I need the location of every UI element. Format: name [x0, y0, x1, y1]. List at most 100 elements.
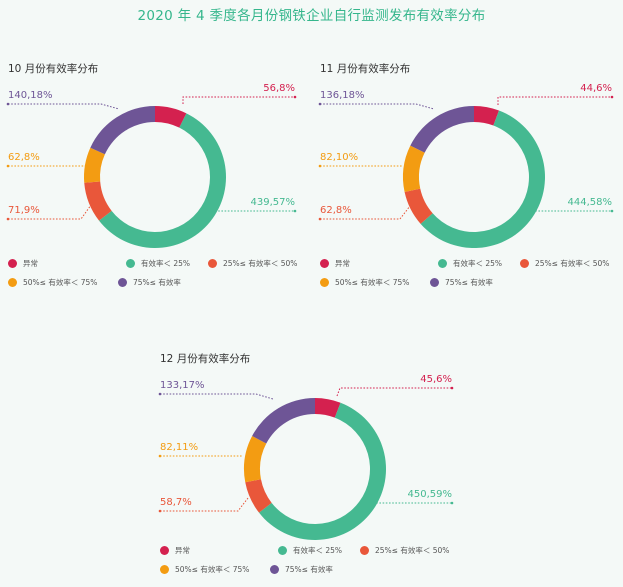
legend-label: 异常 [175, 546, 190, 555]
data-label: 444,58% [568, 197, 613, 208]
legend-item: 异常 [320, 258, 350, 269]
legend-label: 25%≤ 有效率＜ 50% [535, 259, 610, 268]
legend-swatch [208, 259, 217, 268]
chart-panel: 10 月份有效率分布 56,8% 439,57% 71,9% 62,8% 140,18% 异… [6, 55, 308, 305]
data-label: 82,10% [320, 152, 358, 163]
legend-swatch [270, 565, 279, 574]
callout-dot [450, 386, 454, 390]
legend-item: 有效率＜ 25% [438, 258, 502, 269]
donut-slice [403, 145, 425, 192]
callout-dot [318, 102, 322, 106]
callout-line [182, 96, 295, 104]
page-title: 2020 年 4 季度各月份钢铁企业自行监测发布有效率分布 [137, 8, 486, 24]
data-label: 71,9% [8, 205, 40, 216]
legend-item: 50%≤ 有效率＜ 75% [8, 277, 97, 288]
callout-dot [318, 217, 322, 221]
callout-dot [610, 95, 614, 99]
callout-dot [158, 392, 162, 396]
legend-swatch [126, 259, 135, 268]
legend-label: 75%≤ 有效率 [133, 278, 181, 287]
legend-label: 有效率＜ 25% [141, 259, 191, 268]
chart-panel: 12 月份有效率分布 45,6% 450,59% 58,7% 82,11% 133,17%… [158, 345, 460, 585]
donut-slice [84, 147, 105, 183]
legend-item: 25%≤ 有效率＜ 50% [208, 258, 297, 269]
data-label: 58,7% [160, 497, 192, 508]
callout-dot [158, 509, 162, 513]
legend-label: 50%≤ 有效率＜ 75% [175, 565, 250, 574]
donut-slice [245, 479, 272, 513]
chart-title: 10 月份有效率分布 [8, 63, 99, 75]
legend-label: 50%≤ 有效率＜ 75% [335, 278, 410, 287]
chart-title: 12 月份有效率分布 [160, 353, 251, 365]
data-label: 439,57% [251, 197, 296, 208]
donut-slice [404, 188, 433, 224]
callout-dot [293, 95, 297, 99]
callout-line [160, 393, 274, 400]
legend-label: 50%≤ 有效率＜ 75% [23, 278, 98, 287]
legend-label: 75%≤ 有效率 [445, 278, 493, 287]
legend-swatch [438, 259, 447, 268]
legend-swatch [118, 278, 127, 287]
callout-dot [6, 164, 10, 168]
callout-dot [318, 164, 322, 168]
legend-swatch [320, 259, 329, 268]
legend-item: 25%≤ 有效率＜ 50% [520, 258, 609, 269]
data-label: 140,18% [8, 90, 53, 101]
legend-item: 有效率＜ 25% [278, 545, 342, 556]
legend-label: 25%≤ 有效率＜ 50% [375, 546, 450, 555]
legend-label: 异常 [23, 259, 38, 268]
legend-label: 异常 [335, 259, 350, 268]
legend-label: 有效率＜ 25% [453, 259, 503, 268]
donut-chart: 44,6% 444,58% 62,8% 82,10% 136,18% [318, 83, 614, 248]
legend-swatch [430, 278, 439, 287]
legend-item: 75%≤ 有效率 [270, 564, 333, 575]
donut-slice [84, 181, 112, 221]
callout-line [160, 497, 249, 512]
donut-slice [90, 106, 155, 155]
callout-dot [610, 209, 614, 213]
callout-line [8, 103, 120, 110]
legend-item: 75%≤ 有效率 [430, 277, 493, 288]
donut-chart: 56,8% 439,57% 71,9% 62,8% 140,18% [6, 83, 297, 248]
data-label: 136,18% [320, 90, 365, 101]
callout-line [320, 205, 411, 220]
legend-item: 25%≤ 有效率＜ 50% [360, 545, 449, 556]
callout-line [8, 204, 92, 220]
donut-slice [315, 398, 341, 418]
donut-slice [410, 106, 474, 153]
legend-item: 50%≤ 有效率＜ 75% [320, 277, 409, 288]
legend-item: 50%≤ 有效率＜ 75% [160, 564, 249, 575]
callout-line [497, 96, 612, 105]
legend-swatch [360, 546, 369, 555]
data-label: 82,11% [160, 442, 198, 453]
legend-swatch [320, 278, 329, 287]
legend-label: 25%≤ 有效率＜ 50% [223, 259, 298, 268]
legend-item: 有效率＜ 25% [126, 258, 190, 269]
chart-title: 11 月份有效率分布 [320, 63, 411, 75]
legend-swatch [520, 259, 529, 268]
data-label: 44,6% [580, 83, 612, 94]
donut-slice [155, 106, 187, 128]
donut-slice [420, 110, 545, 248]
data-label: 56,8% [263, 83, 295, 94]
legend-swatch [8, 259, 17, 268]
donut-slice [244, 436, 267, 483]
data-label: 133,17% [160, 380, 205, 391]
legend-label: 75%≤ 有效率 [285, 565, 333, 574]
donut-chart: 45,6% 450,59% 58,7% 82,11% 133,17% [158, 374, 454, 540]
callout-dot [450, 501, 454, 505]
callout-line [336, 387, 452, 397]
callout-line [320, 103, 435, 110]
data-label: 62,8% [320, 205, 352, 216]
legend-swatch [278, 546, 287, 555]
data-label: 62,8% [8, 152, 40, 163]
donut-slice [252, 398, 315, 444]
legend-item: 异常 [8, 258, 38, 269]
donut-slice [474, 106, 500, 126]
legend-item: 异常 [160, 545, 190, 556]
legend-label: 有效率＜ 25% [293, 546, 343, 555]
callout-dot [293, 209, 297, 213]
data-label: 45,6% [420, 374, 452, 385]
data-label: 450,59% [408, 489, 453, 500]
callout-dot [6, 217, 10, 221]
